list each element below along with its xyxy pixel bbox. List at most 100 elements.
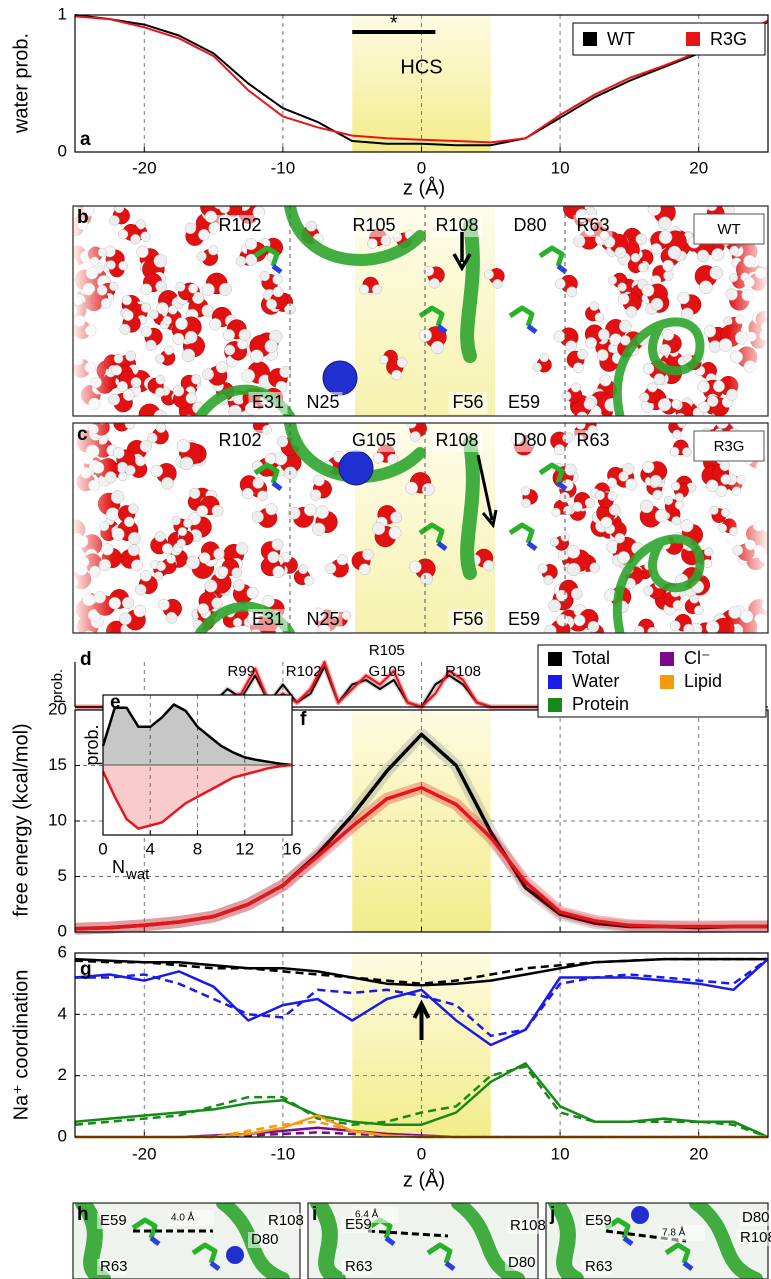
panel-letter: h	[77, 1204, 89, 1225]
residue-label: E31	[252, 392, 284, 412]
hydrogen-atom	[671, 399, 682, 410]
hydrogen-atom	[228, 404, 242, 416]
hydrogen-atom	[155, 374, 166, 385]
label-background	[504, 609, 544, 631]
hydrogen-atom	[272, 286, 284, 298]
hydrogen-atom	[703, 558, 713, 569]
hydrogen-atom	[358, 563, 371, 575]
y-axis-label: Na⁺ coordination	[10, 970, 32, 1121]
hydrogen-atom	[204, 579, 218, 593]
hydrogen-atom	[537, 563, 548, 574]
arrow	[452, 232, 472, 272]
residue-label: E31	[252, 609, 284, 629]
tag-label: R3G	[714, 438, 745, 455]
residue-stick	[426, 1242, 453, 1264]
residue-label: R63	[576, 430, 609, 450]
hydrogen-atom	[372, 452, 384, 464]
residue-stick	[682, 1261, 694, 1271]
area	[103, 704, 292, 765]
residue-stick	[209, 1261, 221, 1271]
hydrogen-atom	[585, 336, 597, 349]
label-background	[248, 392, 288, 414]
residue-label: R108	[435, 215, 478, 235]
hydrogen-atom	[184, 222, 197, 235]
hydrogen-atom	[550, 537, 560, 547]
legend-label: Total	[572, 648, 610, 668]
hydrogen-atom	[617, 282, 627, 292]
hydrogen-atom	[303, 575, 314, 586]
y-tick-label: 0	[58, 1126, 67, 1145]
hydrogen-atom	[124, 423, 136, 430]
hydrogen-atom	[682, 447, 692, 457]
hydrogen-atom	[430, 340, 445, 355]
structure-image	[546, 1203, 768, 1279]
hydrogen-atom	[572, 192, 585, 205]
hydrogen-atom	[153, 254, 168, 268]
hydrogen-atom	[140, 283, 153, 296]
tag-label: WT	[717, 221, 740, 238]
hydrogen-atom	[520, 486, 531, 496]
hydrogen-atom	[703, 547, 714, 557]
hydrogen-atom	[219, 206, 231, 214]
tag-box	[693, 430, 765, 462]
label-background	[573, 215, 613, 237]
residue-label: G105	[352, 430, 396, 450]
residue-label: 4.0 Å	[171, 1211, 195, 1224]
hydrogen-atom	[250, 349, 264, 364]
hydrogen-atom	[127, 531, 141, 545]
hydrogen-atom	[607, 491, 618, 502]
protein-ribbon	[75, 1203, 111, 1279]
hydrogen-atom	[287, 506, 301, 520]
hydrogen-atom	[638, 262, 648, 273]
hydrogen-atom	[567, 562, 581, 577]
hydrogen-atom	[705, 479, 719, 493]
residue-stick	[526, 541, 538, 551]
hydrogen-atom	[125, 350, 137, 362]
hydrogen-atom	[117, 229, 129, 240]
residue-stick	[253, 245, 280, 267]
hydrogen-atom	[109, 635, 121, 647]
residue-stick	[149, 1236, 161, 1246]
residue-label: R108	[268, 1212, 304, 1229]
residue-stick	[538, 245, 565, 267]
hydrogen-atom	[241, 368, 256, 383]
protein-ribbon	[460, 436, 480, 580]
hydrogen-atom	[211, 597, 223, 609]
hydrogen-atom	[121, 295, 132, 306]
legend-label: Lipid	[684, 671, 722, 691]
hydrogen-atom	[647, 626, 658, 633]
x-tick-label: 0	[417, 158, 426, 177]
hydrogen-atom	[654, 509, 669, 523]
hydrogen-atom	[492, 278, 503, 289]
arrow	[476, 454, 498, 529]
hydrogen-atom	[135, 219, 146, 230]
hydrogen-atom	[217, 566, 229, 577]
hydrogen-atom	[199, 552, 211, 564]
hydrogen-atom	[551, 507, 561, 517]
peak-label: G105	[368, 663, 405, 680]
x-axis-label-sub: wat	[125, 866, 150, 883]
line	[74, 785, 768, 931]
residue-label: D80	[742, 1209, 770, 1226]
sodium-ion	[631, 1206, 649, 1224]
sodium-ion	[322, 360, 358, 396]
residue-stick	[538, 462, 565, 484]
dashed-line	[74, 1065, 769, 1139]
hydrogen-atom	[209, 318, 222, 331]
hydrogen-atom	[575, 423, 586, 430]
residue-label: R108	[435, 430, 478, 450]
residue-label: N25	[306, 609, 339, 629]
hydrogen-atom	[521, 498, 531, 508]
hydrogen-atom	[303, 503, 317, 517]
residue-label: F56	[452, 609, 483, 629]
legend-box	[537, 644, 767, 718]
x-axis-label: z (Å)	[403, 176, 445, 199]
hydrogen-atom	[341, 610, 352, 621]
hydrogen-atom	[572, 501, 583, 512]
hydrogen-atom	[336, 554, 348, 566]
hydrogen-atom	[113, 353, 124, 364]
hydrogen-atom	[484, 269, 494, 280]
label-background	[97, 1259, 127, 1275]
hydrogen-atom	[614, 532, 626, 544]
x-tick-label: 8	[193, 839, 202, 858]
